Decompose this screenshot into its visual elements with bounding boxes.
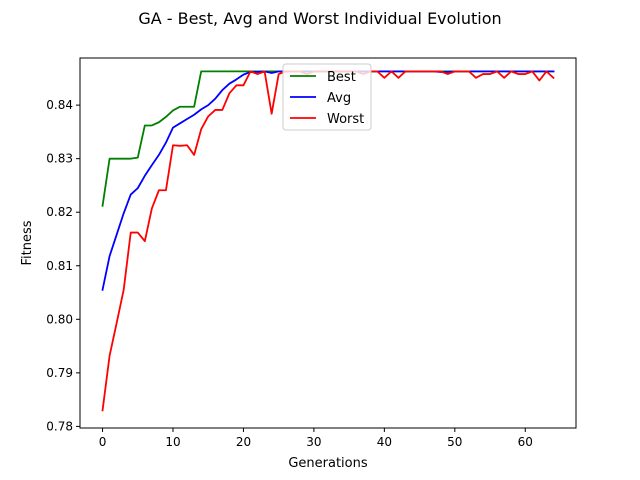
y-axis-ticks: 0.78 0.79 0.80 0.81 0.82 0.83 0.84 xyxy=(46,98,80,433)
y-tick-label: 0.79 xyxy=(46,366,73,380)
y-tick-label: 0.82 xyxy=(46,205,73,219)
legend: Best Avg Worst xyxy=(282,63,372,131)
y-tick-label: 0.83 xyxy=(46,152,73,166)
x-tick-label: 50 xyxy=(447,435,462,449)
legend-box xyxy=(282,63,372,131)
legend-label-best: Best xyxy=(327,70,356,85)
x-tick-label: 30 xyxy=(306,435,321,449)
y-tick-label: 0.80 xyxy=(46,312,73,326)
x-tick-label: 10 xyxy=(165,435,180,449)
x-tick-label: 0 xyxy=(99,435,107,449)
x-axis-ticks: 0 10 20 30 40 50 60 xyxy=(99,428,533,449)
x-tick-label: 20 xyxy=(236,435,251,449)
y-axis-label: Fitness xyxy=(20,220,35,265)
x-tick-label: 40 xyxy=(377,435,392,449)
legend-label-worst: Worst xyxy=(327,112,364,127)
chart-title: GA - Best, Avg and Worst Individual Evol… xyxy=(138,9,501,28)
x-axis-label: Generations xyxy=(288,456,368,471)
plot-frame xyxy=(79,57,577,429)
y-tick-label: 0.78 xyxy=(46,419,73,433)
x-tick-label: 60 xyxy=(518,435,533,449)
y-tick-label: 0.81 xyxy=(46,259,73,273)
y-tick-label: 0.84 xyxy=(46,98,73,112)
legend-label-avg: Avg xyxy=(327,91,351,106)
